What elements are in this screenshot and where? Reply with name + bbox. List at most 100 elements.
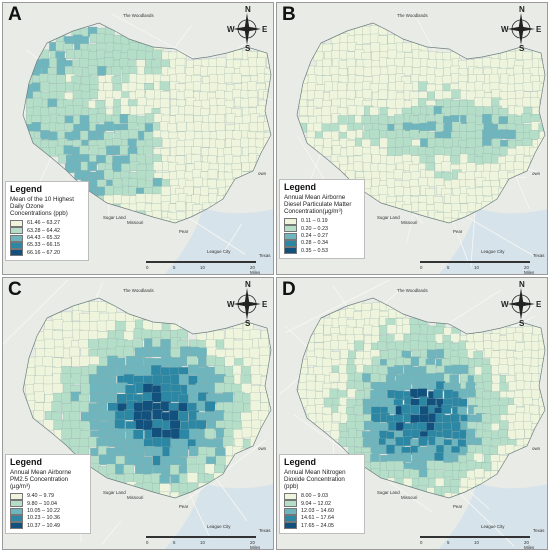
tract-polygon [269, 357, 271, 368]
tract-polygon [41, 58, 51, 69]
tract-polygon [204, 428, 215, 439]
tract-polygon [249, 329, 261, 340]
tract-polygon [141, 347, 152, 358]
tract-polygon [111, 66, 122, 76]
tract-polygon [466, 113, 476, 124]
tract-polygon [489, 171, 499, 181]
tract-polygon [215, 139, 225, 149]
tract-polygon [466, 122, 477, 132]
tract-polygon [214, 382, 225, 393]
place-label-baytown: own [532, 446, 541, 451]
tract-polygon [89, 311, 101, 322]
tract-polygon [120, 155, 131, 165]
place-label-league-city: League City [481, 524, 505, 529]
place-label-baytown: own [532, 171, 541, 176]
legend-class-label: 10.23 – 10.36 [27, 515, 60, 522]
tract-polygon [160, 347, 172, 359]
tract-polygon [513, 397, 524, 407]
legend-swatch [10, 241, 23, 249]
compass-w-label: W [227, 25, 235, 34]
tract-polygon [224, 465, 235, 476]
legend-swatch [10, 492, 23, 500]
tract-polygon [114, 419, 126, 430]
tract-polygon [402, 452, 412, 463]
tract-polygon [160, 456, 171, 467]
tract-polygon [473, 332, 484, 342]
tract-polygon [330, 340, 340, 350]
legend-swatch [284, 225, 297, 233]
tract-polygon [136, 170, 147, 180]
legend-swatch [284, 217, 297, 225]
legend-class-row: 0.11 – 0.19 [284, 217, 360, 225]
tract-polygon [481, 413, 492, 424]
scale-bar: 0 5 10 20 Miles [146, 259, 266, 274]
tract-polygon [188, 364, 199, 376]
scale-tick-label: 10 [200, 540, 205, 545]
tract-polygon [393, 169, 404, 180]
tract-polygon [539, 414, 545, 424]
tract-polygon [394, 186, 405, 196]
tract-polygon [31, 122, 42, 132]
compass-w-label: W [501, 300, 509, 309]
tract-polygon [377, 390, 387, 400]
tract-polygon [144, 73, 155, 84]
compass-w-label: W [501, 25, 509, 34]
tract-polygon [539, 380, 545, 390]
tract-polygon [435, 436, 445, 447]
tract-polygon [369, 129, 380, 139]
scale-bar: 0 5 10 20 Miles [420, 259, 540, 274]
tract-polygon [345, 170, 356, 180]
tract-polygon [55, 145, 65, 156]
tract-polygon [175, 146, 186, 156]
tract-polygon [199, 91, 210, 102]
tract-polygon [66, 49, 76, 59]
legend-swatch [284, 247, 297, 255]
tract-polygon [481, 97, 492, 107]
county-choropleth [296, 297, 546, 499]
tract-polygon [386, 99, 397, 109]
tract-polygon [417, 388, 428, 398]
tract-polygon [499, 405, 509, 416]
tract-polygon [458, 487, 469, 497]
tract-polygon [47, 98, 58, 108]
tract-polygon [346, 130, 357, 140]
tract-polygon [387, 147, 397, 157]
legend-description: Annual Mean Airborne Diesel Particulate … [284, 194, 352, 216]
tract-polygon [197, 347, 208, 359]
tract-polygon [215, 122, 226, 132]
place-label-league-city: League City [207, 249, 231, 254]
tract-polygon [386, 444, 396, 454]
tract-polygon [451, 218, 461, 223]
tract-polygon [426, 364, 436, 374]
tract-polygon [171, 357, 182, 368]
tract-polygon [466, 460, 477, 470]
tract-polygon [87, 130, 98, 141]
tract-polygon [43, 329, 55, 340]
tract-polygon [144, 113, 155, 123]
tract-polygon [81, 122, 91, 132]
legend-class-label: 0.24 – 0.27 [301, 233, 328, 240]
tract-polygon [43, 419, 55, 431]
tract-polygon [204, 401, 216, 412]
tract-polygon [369, 25, 380, 36]
legend-swatch [284, 522, 297, 530]
tract-polygon [186, 472, 198, 483]
tract-polygon [213, 330, 225, 341]
legend-class-label: 14.61 – 17.64 [301, 515, 334, 522]
legend-class-row: 9.40 – 9.79 [10, 492, 86, 500]
tract-polygon [466, 162, 476, 173]
tract-polygon [142, 463, 154, 475]
legend-description: Mean of the 10 Highest Daily Ozone Conce… [10, 196, 74, 218]
tract-polygon [323, 138, 334, 148]
tract-polygon [248, 57, 258, 68]
tract-polygon [459, 364, 469, 375]
tract-polygon [442, 203, 453, 213]
tract-polygon [177, 329, 189, 340]
scale-tick-label: 20 Miles [524, 540, 535, 550]
tract-polygon [329, 66, 340, 76]
tract-polygon [394, 114, 404, 124]
tract-polygon [232, 169, 242, 180]
tract-polygon [371, 51, 381, 61]
place-label-texas: Texas [259, 528, 271, 533]
tract-polygon [106, 392, 117, 403]
